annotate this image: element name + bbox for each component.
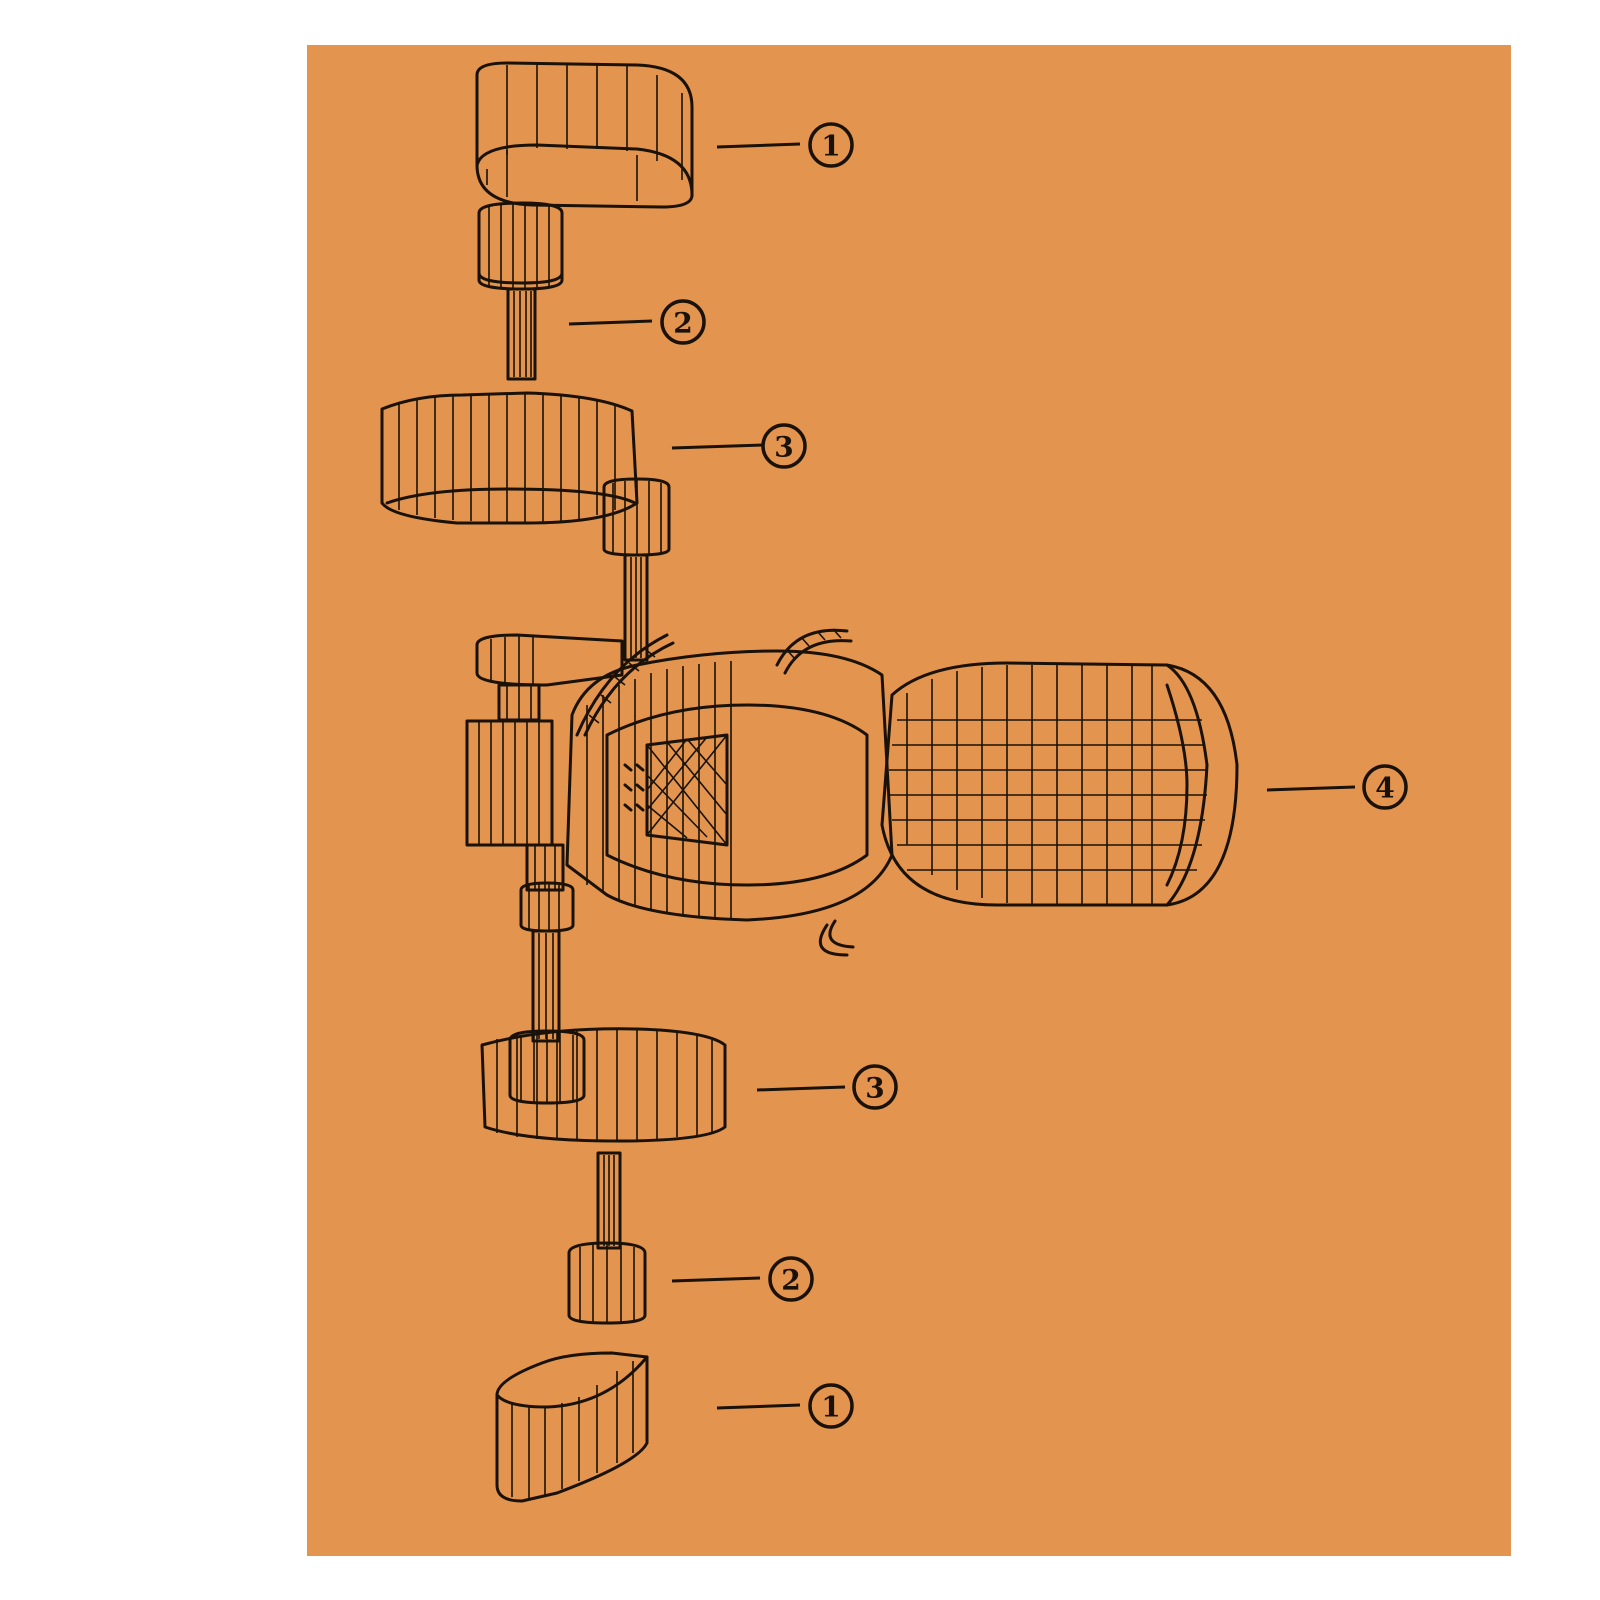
- callout-label: 2: [781, 1264, 800, 1297]
- callout-label: 3: [865, 1072, 884, 1105]
- callout-1-bottom: 1: [716, 1383, 854, 1429]
- part-3-bottom-ring: [480, 1027, 727, 1143]
- callout-2-top: 2: [568, 299, 706, 345]
- leader-line: [671, 443, 764, 450]
- leader-line: [671, 1276, 761, 1283]
- leader-line: [716, 1403, 801, 1410]
- leader-line: [1266, 785, 1356, 792]
- part-2-top-knob-screw: [477, 201, 564, 381]
- callout-4: 4: [1266, 764, 1408, 810]
- callout-circle: [1362, 764, 1408, 810]
- part-4-main-body: [465, 628, 1239, 1043]
- callout-label: 4: [1375, 772, 1394, 805]
- callout-circle: [761, 423, 807, 469]
- callout-circle: [808, 122, 854, 168]
- callout-circle: [808, 1383, 854, 1429]
- part-1-bottom-band: [495, 1351, 649, 1503]
- leader-line: [568, 319, 653, 326]
- panel-background: [307, 45, 1511, 1556]
- callout-label: 1: [821, 1391, 840, 1424]
- leader-line: [716, 142, 801, 149]
- part-3-top-ring: [380, 391, 671, 662]
- callout-label: 1: [821, 130, 840, 163]
- callout-label: 3: [774, 431, 793, 464]
- callout-1-top: 1: [716, 122, 854, 168]
- part-1-top-band: [475, 61, 694, 209]
- exploded-assembly-drawing: 1 2 3 4 3 2 1: [307, 45, 1511, 1556]
- callout-label: 2: [673, 307, 692, 340]
- callout-3-top: 3: [671, 423, 807, 469]
- leader-line: [756, 1085, 846, 1092]
- callout-2-bottom: 2: [671, 1256, 814, 1302]
- part-2-bottom-screw-knob: [567, 1151, 647, 1325]
- callout-circle: [660, 299, 706, 345]
- diagram-panel: 1 2 3 4 3 2 1: [307, 45, 1511, 1556]
- callout-circle: [852, 1064, 898, 1110]
- callout-circle: [768, 1256, 814, 1302]
- callout-3-bottom: 3: [756, 1064, 898, 1110]
